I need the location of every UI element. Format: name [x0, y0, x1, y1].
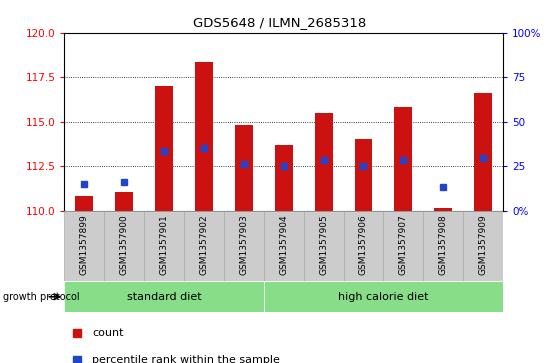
Text: GSM1357906: GSM1357906: [359, 214, 368, 275]
Text: GSM1357900: GSM1357900: [120, 214, 129, 275]
Bar: [315, 113, 333, 211]
Bar: [195, 62, 213, 211]
Bar: [304, 211, 344, 281]
Text: GSM1357902: GSM1357902: [200, 214, 209, 275]
Bar: [104, 211, 144, 281]
Text: GSM1357905: GSM1357905: [319, 214, 328, 275]
Bar: [354, 139, 372, 211]
Bar: [184, 211, 224, 281]
Bar: [264, 211, 304, 281]
Bar: [75, 196, 93, 211]
Text: GSM1357907: GSM1357907: [399, 214, 408, 275]
Text: count: count: [92, 328, 124, 338]
Bar: [155, 86, 173, 211]
Text: high calorie diet: high calorie diet: [338, 292, 429, 302]
Text: GSM1357904: GSM1357904: [279, 214, 288, 275]
Text: growth protocol: growth protocol: [3, 292, 79, 302]
Text: GDS5648 / ILMN_2685318: GDS5648 / ILMN_2685318: [193, 16, 366, 29]
Bar: [383, 211, 423, 281]
Text: percentile rank within the sample: percentile rank within the sample: [92, 355, 280, 363]
Bar: [274, 145, 293, 211]
Bar: [64, 281, 264, 312]
Text: GSM1357899: GSM1357899: [80, 214, 89, 275]
Bar: [395, 107, 413, 211]
Bar: [224, 211, 264, 281]
Bar: [235, 125, 253, 211]
Bar: [64, 211, 104, 281]
Bar: [144, 211, 184, 281]
Bar: [115, 192, 133, 211]
Bar: [344, 211, 383, 281]
Text: GSM1357901: GSM1357901: [159, 214, 168, 275]
Bar: [463, 211, 503, 281]
Bar: [423, 211, 463, 281]
Text: GSM1357908: GSM1357908: [439, 214, 448, 275]
Text: standard diet: standard diet: [127, 292, 201, 302]
Text: GSM1357909: GSM1357909: [479, 214, 487, 275]
Bar: [474, 93, 492, 211]
Bar: [434, 208, 452, 211]
Text: GSM1357903: GSM1357903: [239, 214, 248, 275]
Bar: [264, 281, 503, 312]
